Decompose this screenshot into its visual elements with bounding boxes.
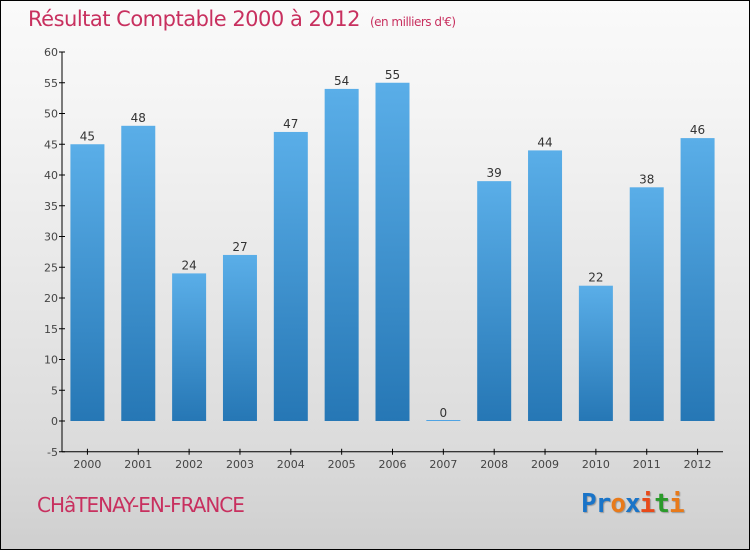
bar-value-label: 22	[588, 271, 603, 285]
title-text: Résultat Comptable 2000 à 2012	[28, 7, 360, 31]
logo-letter: t	[654, 489, 670, 519]
bar-value-label: 27	[232, 240, 247, 254]
x-tick-label: 2010	[582, 458, 610, 471]
y-tick-label: 5	[51, 384, 58, 397]
y-tick-label: 30	[44, 231, 58, 244]
x-tick-label: 2009	[531, 458, 559, 471]
logo-letter: r	[595, 489, 612, 519]
bar-2012[interactable]	[680, 138, 715, 421]
y-tick-label: 0	[51, 415, 58, 428]
bar-value-label: 48	[131, 111, 146, 125]
y-tick-label: 60	[44, 46, 58, 59]
x-tick-label: 2001	[124, 458, 152, 471]
city-name: CHâTENAY-EN-FRANCE	[37, 493, 245, 517]
chart-subtitle: (en milliers d'€)	[369, 15, 456, 29]
logo-letter: i	[639, 489, 656, 519]
y-tick-label: 50	[44, 108, 58, 121]
bar-2010[interactable]	[578, 285, 613, 421]
x-tick-label: 2004	[277, 458, 305, 471]
y-tick-label: 20	[44, 292, 58, 305]
y-tick-label: -5	[47, 446, 58, 459]
x-tick-label: 2011	[633, 458, 661, 471]
bar-2002[interactable]	[172, 273, 207, 421]
x-tick-label: 2008	[480, 458, 508, 471]
y-tick-label: 45	[44, 138, 58, 151]
bar-value-label: 24	[181, 258, 196, 272]
logo-letter: x	[624, 489, 641, 519]
bar-value-label: 55	[385, 68, 400, 82]
x-tick-label: 2012	[684, 458, 712, 471]
y-tick-label: 15	[44, 323, 58, 336]
bar-value-label: 44	[537, 135, 552, 149]
bar-2007[interactable]	[426, 420, 461, 421]
y-tick-label: 35	[44, 200, 58, 213]
bar-2011[interactable]	[629, 187, 664, 421]
x-tick-label: 2005	[328, 458, 356, 471]
proxiti-logo[interactable]: Proxiti	[581, 489, 685, 519]
bar-value-label: 45	[80, 129, 95, 143]
y-tick-label: 10	[44, 354, 58, 367]
x-tick-label: 2002	[175, 458, 203, 471]
bar-2009[interactable]	[528, 150, 563, 421]
bar-value-label: 46	[690, 123, 705, 137]
bar-value-label: 38	[639, 172, 654, 186]
bar-2000[interactable]	[70, 144, 105, 421]
bar-value-label: 47	[283, 117, 298, 131]
bar-2006[interactable]	[375, 82, 410, 421]
bar-value-label: 0	[440, 406, 448, 420]
bar-value-label: 39	[487, 166, 502, 180]
y-tick-label: 55	[44, 77, 58, 90]
logo-letter: P	[581, 489, 597, 519]
chart-title: Résultat Comptable 2000 à 2012 (en millie…	[28, 7, 456, 31]
bar-2001[interactable]	[121, 125, 156, 422]
x-tick-label: 2007	[429, 458, 457, 471]
x-tick-label: 2006	[379, 458, 407, 471]
bar-2003[interactable]	[222, 254, 257, 421]
x-tick-label: 2003	[226, 458, 254, 471]
bar-value-label: 54	[334, 74, 349, 88]
x-tick-label: 2000	[73, 458, 101, 471]
y-tick-label: 40	[44, 169, 58, 182]
bar-2004[interactable]	[273, 131, 308, 421]
bar-2005[interactable]	[324, 88, 359, 422]
y-tick-label: 25	[44, 261, 58, 274]
logo-letter: i	[668, 489, 685, 519]
bar-2008[interactable]	[477, 181, 512, 421]
logo-letter: o	[610, 489, 626, 519]
